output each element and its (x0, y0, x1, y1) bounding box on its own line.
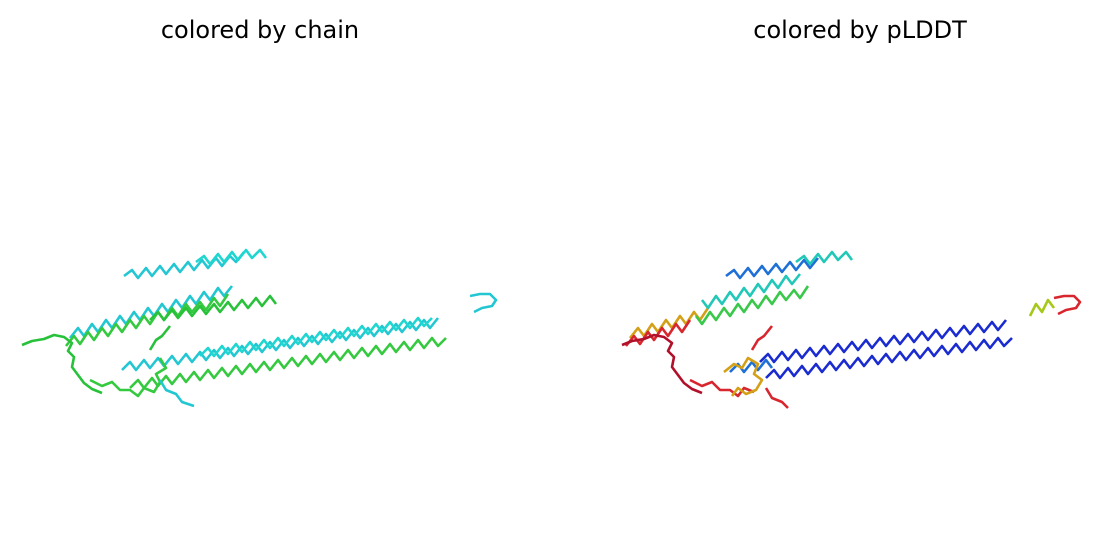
protein-structure-plddt (621, 250, 1082, 409)
helix-d (149, 294, 278, 322)
arm-tip-mid (1028, 298, 1056, 317)
plddt-panel: colored by pLDDT (560, 0, 1120, 552)
helix-c (725, 257, 820, 280)
helix-e (195, 248, 268, 266)
c-term-tail (158, 379, 195, 408)
helix-b (64, 293, 230, 347)
n-term-tail (21, 333, 103, 395)
short-tail (148, 325, 172, 351)
loop-knot (723, 356, 764, 397)
arm-tip-end (1053, 294, 1082, 316)
helix-g (129, 336, 447, 390)
helix-e (795, 250, 854, 266)
loop-low (689, 378, 755, 398)
helix-a2 (700, 273, 802, 310)
helix-f (759, 319, 1008, 364)
helix-a (628, 307, 710, 339)
c-term-tail (764, 387, 789, 409)
n-term-tail (621, 333, 703, 395)
protein-structure-chain (21, 248, 498, 408)
arm-base (729, 358, 774, 374)
arm-tip (469, 292, 498, 314)
chain-panel: colored by chain (21, 16, 498, 408)
plddt-panel-title: colored by pLDDT (753, 16, 967, 44)
short-tail (750, 325, 774, 351)
loop-low (89, 357, 168, 398)
helix-a (68, 285, 234, 339)
helix-h (199, 316, 433, 358)
chain-panel-title: colored by chain (160, 16, 360, 44)
helix-b2 (694, 285, 810, 326)
helix-g (765, 336, 1013, 380)
helix-c (123, 251, 246, 280)
